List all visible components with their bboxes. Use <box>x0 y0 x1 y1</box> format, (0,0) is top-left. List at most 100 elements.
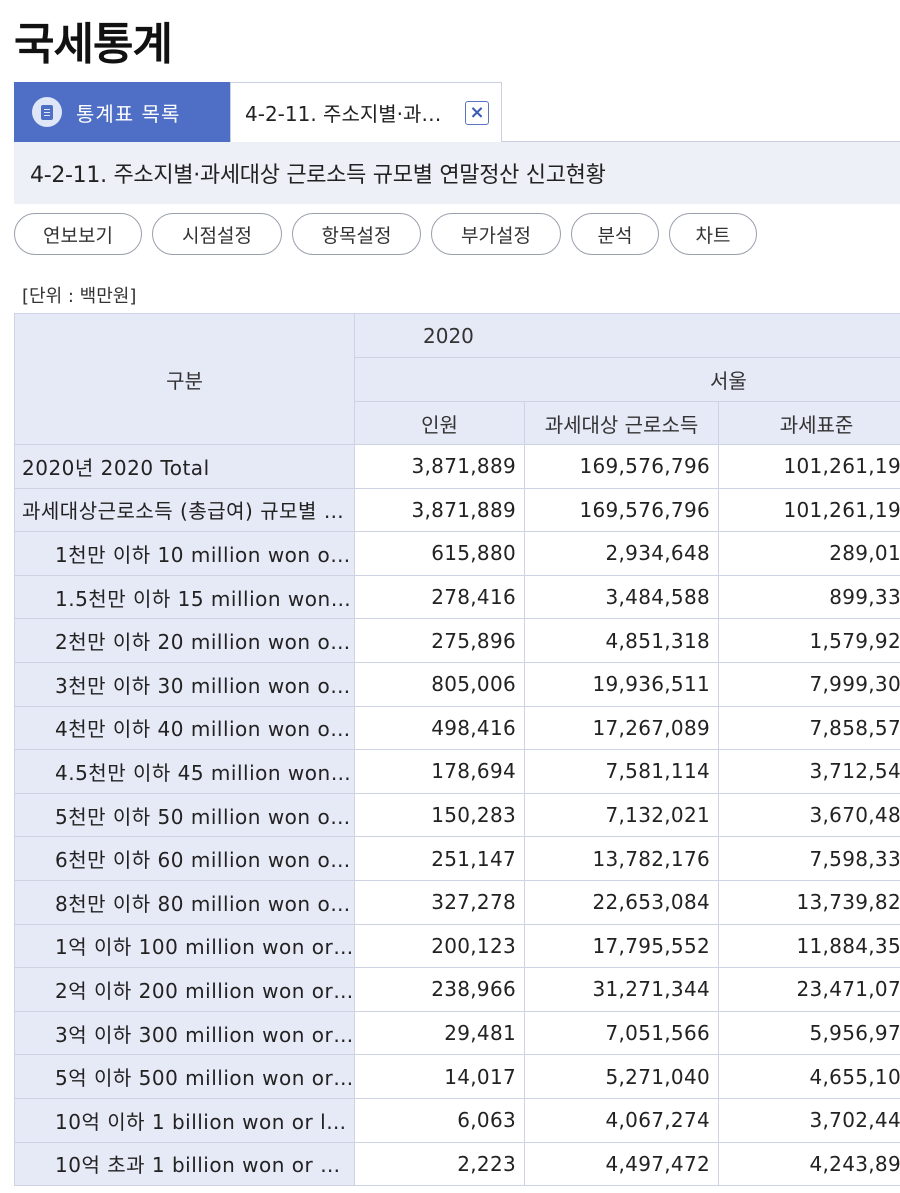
table-cell: 200,123 <box>354 923 525 969</box>
table-row: 10억 이하 1 billion won or less 6,063 4,067,2… <box>14 1097 900 1143</box>
table-cell: 7,858,578 <box>718 705 900 751</box>
chart-button[interactable]: 차트 <box>669 213 757 255</box>
table-cell: 5,956,979 <box>718 1010 900 1056</box>
close-icon[interactable]: × <box>465 101 489 125</box>
table-cell: 3,484,588 <box>524 574 719 620</box>
row-label: 10억 이하 1 billion won or less <box>14 1097 355 1143</box>
table-row: 8천만 이하 80 million won or less 327,278 22,6… <box>14 879 900 925</box>
table-row: 5억 이하 500 million won or less 14,017 5,271… <box>14 1054 900 1099</box>
table-cell: 7,598,330 <box>718 836 900 881</box>
item-settings-button[interactable]: 항목설정 <box>292 213 421 255</box>
column-header-headcount: 인원 <box>354 401 525 445</box>
row-label: 4.5천만 이하 45 million won or less <box>14 749 355 794</box>
table-cell: 3,871,889 <box>354 487 525 533</box>
table-cell: 101,261,190 <box>718 444 900 489</box>
table-cell: 7,581,114 <box>524 749 719 794</box>
analysis-button[interactable]: 분석 <box>571 213 659 255</box>
table-cell: 3,702,448 <box>718 1097 900 1143</box>
table-row: 4천만 이하 40 million won or less 498,416 17,2… <box>14 705 900 751</box>
row-label: 4천만 이하 40 million won or less <box>14 705 355 751</box>
table-cell: 615,880 <box>354 531 525 576</box>
table-row: 5천만 이하 50 million won or less 150,283 7,13… <box>14 792 900 838</box>
row-label: 1억 이하 100 million won or less <box>14 923 355 969</box>
table-cell: 14,017 <box>354 1054 525 1099</box>
table-row: 2천만 이하 20 million won or less 275,896 4,85… <box>14 618 900 663</box>
row-label: 2020년 2020 Total <box>14 444 355 489</box>
row-label: 과세대상근로소득 (총급여) 규모별 by size <box>14 487 355 533</box>
table-cell: 498,416 <box>354 705 525 751</box>
table-cell: 11,884,353 <box>718 923 900 969</box>
table-row: 2020년 2020 Total 3,871,889 169,576,796 101,… <box>14 444 900 489</box>
app-title: 국세통계 <box>14 19 173 70</box>
table-cell: 3,670,488 <box>718 792 900 838</box>
table-cell: 2,934,648 <box>524 531 719 576</box>
table-cell: 4,243,898 <box>718 1141 900 1187</box>
table-row: 과세대상근로소득 (총급여) 규모별 by size3,871,889169,5… <box>14 487 900 533</box>
table-row: 3천만 이하 30 million won or less 805,006 19,9… <box>14 661 900 707</box>
document-list-icon <box>32 97 62 127</box>
table-cell: 17,795,552 <box>524 923 719 969</box>
table-row: 2억 이하 200 million won or less 238,966 31,2… <box>14 967 900 1012</box>
table-cell: 23,471,078 <box>718 967 900 1012</box>
table-cell: 19,936,511 <box>524 661 719 707</box>
tab-active-label: 4-2-11. 주소지별·과… <box>245 102 442 126</box>
table-title-bar: 4-2-11. 주소지별·과세대상 근로소득 규모별 연말정산 신고현황 <box>14 142 900 204</box>
table-cell: 150,283 <box>354 792 525 838</box>
data-grid: 구분 2020 서울 인원 과세대상 근로소득 과세표준 2020년 2020 … <box>14 313 900 1187</box>
row-label: 10억 초과 1 billion won or more <box>14 1141 355 1187</box>
row-label: 5천만 이하 50 million won or less <box>14 792 355 838</box>
table-cell: 3,712,540 <box>718 749 900 794</box>
row-label: 1천만 이하 10 million won or less <box>14 531 355 576</box>
region-header: 서울 <box>354 357 900 402</box>
table-cell: 4,851,318 <box>524 618 719 663</box>
tab-bar: 통계표 목록 4-2-11. 주소지별·과… × <box>14 82 900 142</box>
row-label: 2천만 이하 20 million won or less <box>14 618 355 663</box>
row-label: 6천만 이하 60 million won or less <box>14 836 355 881</box>
table-cell: 1,579,921 <box>718 618 900 663</box>
period-settings-button[interactable]: 시점설정 <box>152 213 282 255</box>
additional-settings-button[interactable]: 부가설정 <box>431 213 561 255</box>
table-cell: 805,006 <box>354 661 525 707</box>
table-row: 1억 이하 100 million won or less 200,123 17,7… <box>14 923 900 969</box>
table-cell: 278,416 <box>354 574 525 620</box>
table-cell: 3,871,889 <box>354 444 525 489</box>
table-title: 4-2-11. 주소지별·과세대상 근로소득 규모별 연말정산 신고현황 <box>30 163 606 188</box>
yearbook-button[interactable]: 연보보기 <box>14 213 142 255</box>
table-cell: 5,271,040 <box>524 1054 719 1099</box>
table-cell: 4,067,274 <box>524 1097 719 1143</box>
table-cell: 169,576,796 <box>524 444 719 489</box>
year-header: 2020 <box>354 313 900 358</box>
row-label: 1.5천만 이하 15 million won or less <box>14 574 355 620</box>
unit-label: [단위 : 백만원] <box>22 286 137 307</box>
column-header-tax-base: 과세표준 <box>718 401 900 445</box>
table-row: 3억 이하 300 million won or less 29,481 7,051… <box>14 1010 900 1056</box>
table-cell: 31,271,344 <box>524 967 719 1012</box>
tab-table-list-label: 통계표 목록 <box>76 101 181 126</box>
tab-active-table[interactable]: 4-2-11. 주소지별·과… × <box>230 82 502 142</box>
table-cell: 251,147 <box>354 836 525 881</box>
table-cell: 289,015 <box>718 531 900 576</box>
table-row: 1천만 이하 10 million won or less 615,880 2,93… <box>14 531 900 576</box>
row-label: 8천만 이하 80 million won or less <box>14 879 355 925</box>
table-cell: 7,132,021 <box>524 792 719 838</box>
table-row: 1.5천만 이하 15 million won or less278,4163,… <box>14 574 900 620</box>
row-label: 2억 이하 200 million won or less <box>14 967 355 1012</box>
table-body: 2020년 2020 Total 3,871,889 169,576,796 101,… <box>14 444 900 1187</box>
table-cell: 275,896 <box>354 618 525 663</box>
table-cell: 29,481 <box>354 1010 525 1056</box>
tab-table-list[interactable]: 통계표 목록 <box>14 82 230 142</box>
table-cell: 17,267,089 <box>524 705 719 751</box>
stats-table: 구분 2020 서울 인원 과세대상 근로소득 과세표준 2020년 2020 … <box>14 313 900 1187</box>
table-cell: 899,334 <box>718 574 900 620</box>
table-cell: 6,063 <box>354 1097 525 1143</box>
row-label: 5억 이하 500 million won or less <box>14 1054 355 1099</box>
corner-header: 구분 <box>14 313 355 445</box>
table-cell: 13,782,176 <box>524 836 719 881</box>
table-cell: 22,653,084 <box>524 879 719 925</box>
table-cell: 238,966 <box>354 967 525 1012</box>
table-cell: 169,576,796 <box>524 487 719 533</box>
table-cell: 4,655,101 <box>718 1054 900 1099</box>
table-cell: 2,223 <box>354 1141 525 1187</box>
table-cell: 7,051,566 <box>524 1010 719 1056</box>
table-cell: 178,694 <box>354 749 525 794</box>
